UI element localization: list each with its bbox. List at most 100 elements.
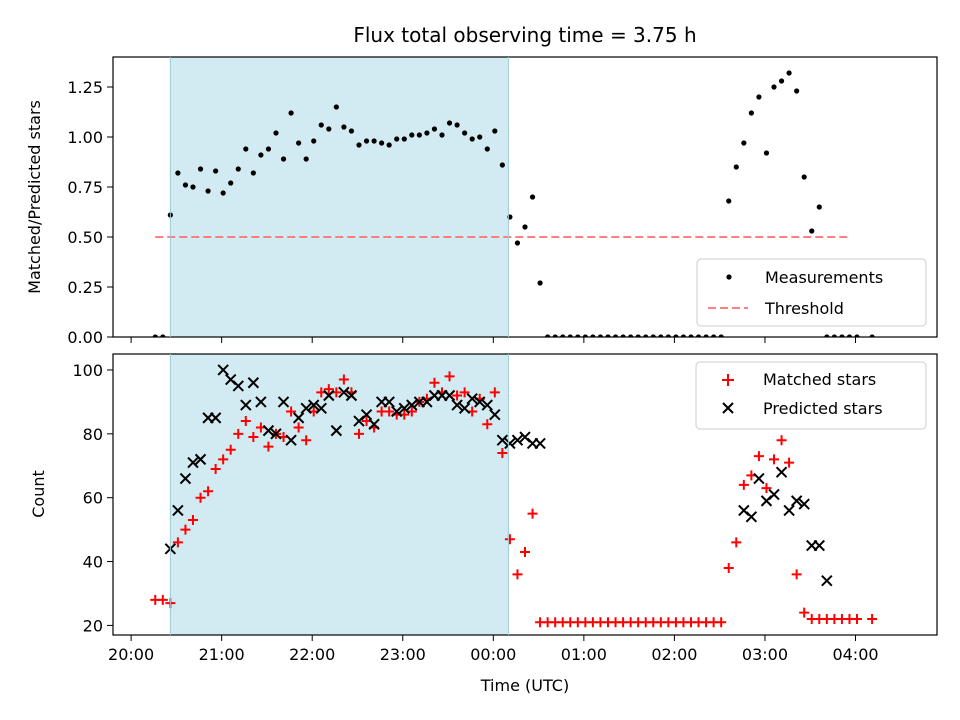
measurement-point (190, 184, 196, 190)
measurement-point (394, 136, 400, 142)
predicted-point (232, 380, 244, 392)
matched-point (384, 406, 395, 417)
predicted-point (262, 424, 275, 437)
predicted-point (172, 504, 184, 517)
x-tick-label: 23:00 (380, 645, 426, 664)
predicted-point (277, 396, 290, 408)
matched-point (512, 569, 523, 580)
predicted-point (194, 453, 207, 466)
legend-label-threshold: Threshold (764, 299, 844, 318)
measurement-point (605, 334, 611, 337)
bottom-xlabel: Time (UTC) (480, 676, 569, 695)
x-tick-label: 21:00 (199, 645, 245, 664)
predicted-point (368, 418, 380, 430)
predicted-point (534, 437, 546, 450)
matched-point (482, 419, 493, 430)
legend-label-predicted: Predicted stars (763, 399, 883, 418)
measurement-point (748, 110, 754, 116)
bottom-panel: 20 40 60 80 100 20:00 21:00 22:00 23:00 00:00 01:… (29, 353, 938, 695)
predicted-point (783, 504, 795, 517)
matched-point (459, 387, 470, 398)
measurement-point (628, 334, 634, 337)
matched-point (338, 374, 349, 385)
matched-point (769, 454, 780, 465)
x-tick-label: 22:00 (289, 645, 335, 664)
measurement-point (311, 138, 317, 144)
measurement-point (175, 170, 181, 176)
measurement-point (462, 130, 468, 136)
measurement-point (560, 334, 566, 337)
measurement-point (228, 180, 234, 186)
measurement-point (703, 334, 709, 337)
matched-point (738, 479, 749, 490)
matched-point (323, 384, 334, 395)
measurement-point (854, 334, 860, 337)
predicted-point (315, 402, 327, 414)
legend-marker-predicted (722, 402, 734, 414)
top-legend: Measurements Threshold (696, 258, 927, 327)
matched-point (731, 537, 742, 548)
matched-point (210, 463, 221, 474)
measurement-point (265, 146, 272, 152)
measurement-point (809, 228, 815, 234)
measurement-point (296, 140, 302, 146)
measurement-point (386, 142, 392, 148)
measurement-point (243, 146, 249, 152)
measurement-point (643, 334, 649, 337)
predicted-point (187, 456, 199, 469)
matched-point (723, 562, 734, 573)
x-tick-label: 03:00 (742, 645, 788, 664)
y-tick-label: 0.75 (67, 178, 103, 197)
measurement-point (401, 136, 407, 142)
predicted-point (775, 466, 788, 478)
measurement-point (537, 280, 543, 286)
matched-point (852, 614, 863, 625)
matched-point (248, 432, 259, 443)
measurement-point (424, 130, 430, 136)
predicted-point (360, 408, 373, 421)
matched-point (218, 454, 229, 465)
matched-point (195, 492, 206, 503)
matched-point (263, 441, 274, 452)
measurement-point (363, 138, 370, 144)
predicted-point (474, 396, 486, 408)
measurement-point (771, 84, 777, 90)
measurement-point (416, 132, 422, 138)
predicted-point (217, 364, 229, 376)
measurement-point (620, 334, 626, 337)
predicted-point (247, 377, 260, 389)
measurement-point (635, 334, 641, 337)
measurement-point (446, 120, 453, 126)
predicted-point (270, 428, 282, 440)
predicted-point (292, 412, 305, 424)
predicted-point (481, 399, 493, 411)
y-tick-label: 100 (72, 361, 103, 380)
y-tick-label: 20 (83, 616, 103, 635)
predicted-point (821, 575, 833, 587)
predicted-point (391, 405, 403, 418)
matched-point (353, 428, 364, 439)
matched-point (784, 457, 795, 468)
measurement-point (220, 190, 226, 196)
measurement-point (726, 198, 732, 204)
predicted-point (466, 392, 478, 405)
matched-point (286, 406, 297, 417)
y-tick-label: 0.25 (67, 278, 103, 297)
measurement-point (597, 334, 604, 337)
legend-label-matched: Matched stars (763, 370, 876, 389)
measurement-point (318, 122, 324, 128)
measurement-point (695, 334, 702, 337)
top-panel: 0.00 0.25 0.50 0.75 1.00 1.25 Flux total obse… (25, 23, 938, 347)
measurement-point (333, 104, 339, 110)
predicted-point (443, 389, 456, 402)
x-tick-label: 20:00 (108, 645, 154, 664)
measurement-point (612, 334, 619, 337)
y-tick-label: 0.00 (67, 328, 103, 347)
matched-point (203, 486, 214, 497)
measurement-point (250, 170, 256, 176)
measurement-point (582, 334, 588, 337)
predicted-point (753, 472, 765, 485)
matched-point (301, 435, 312, 446)
y-tick-label: 60 (83, 489, 103, 508)
predicted-point (209, 412, 222, 424)
